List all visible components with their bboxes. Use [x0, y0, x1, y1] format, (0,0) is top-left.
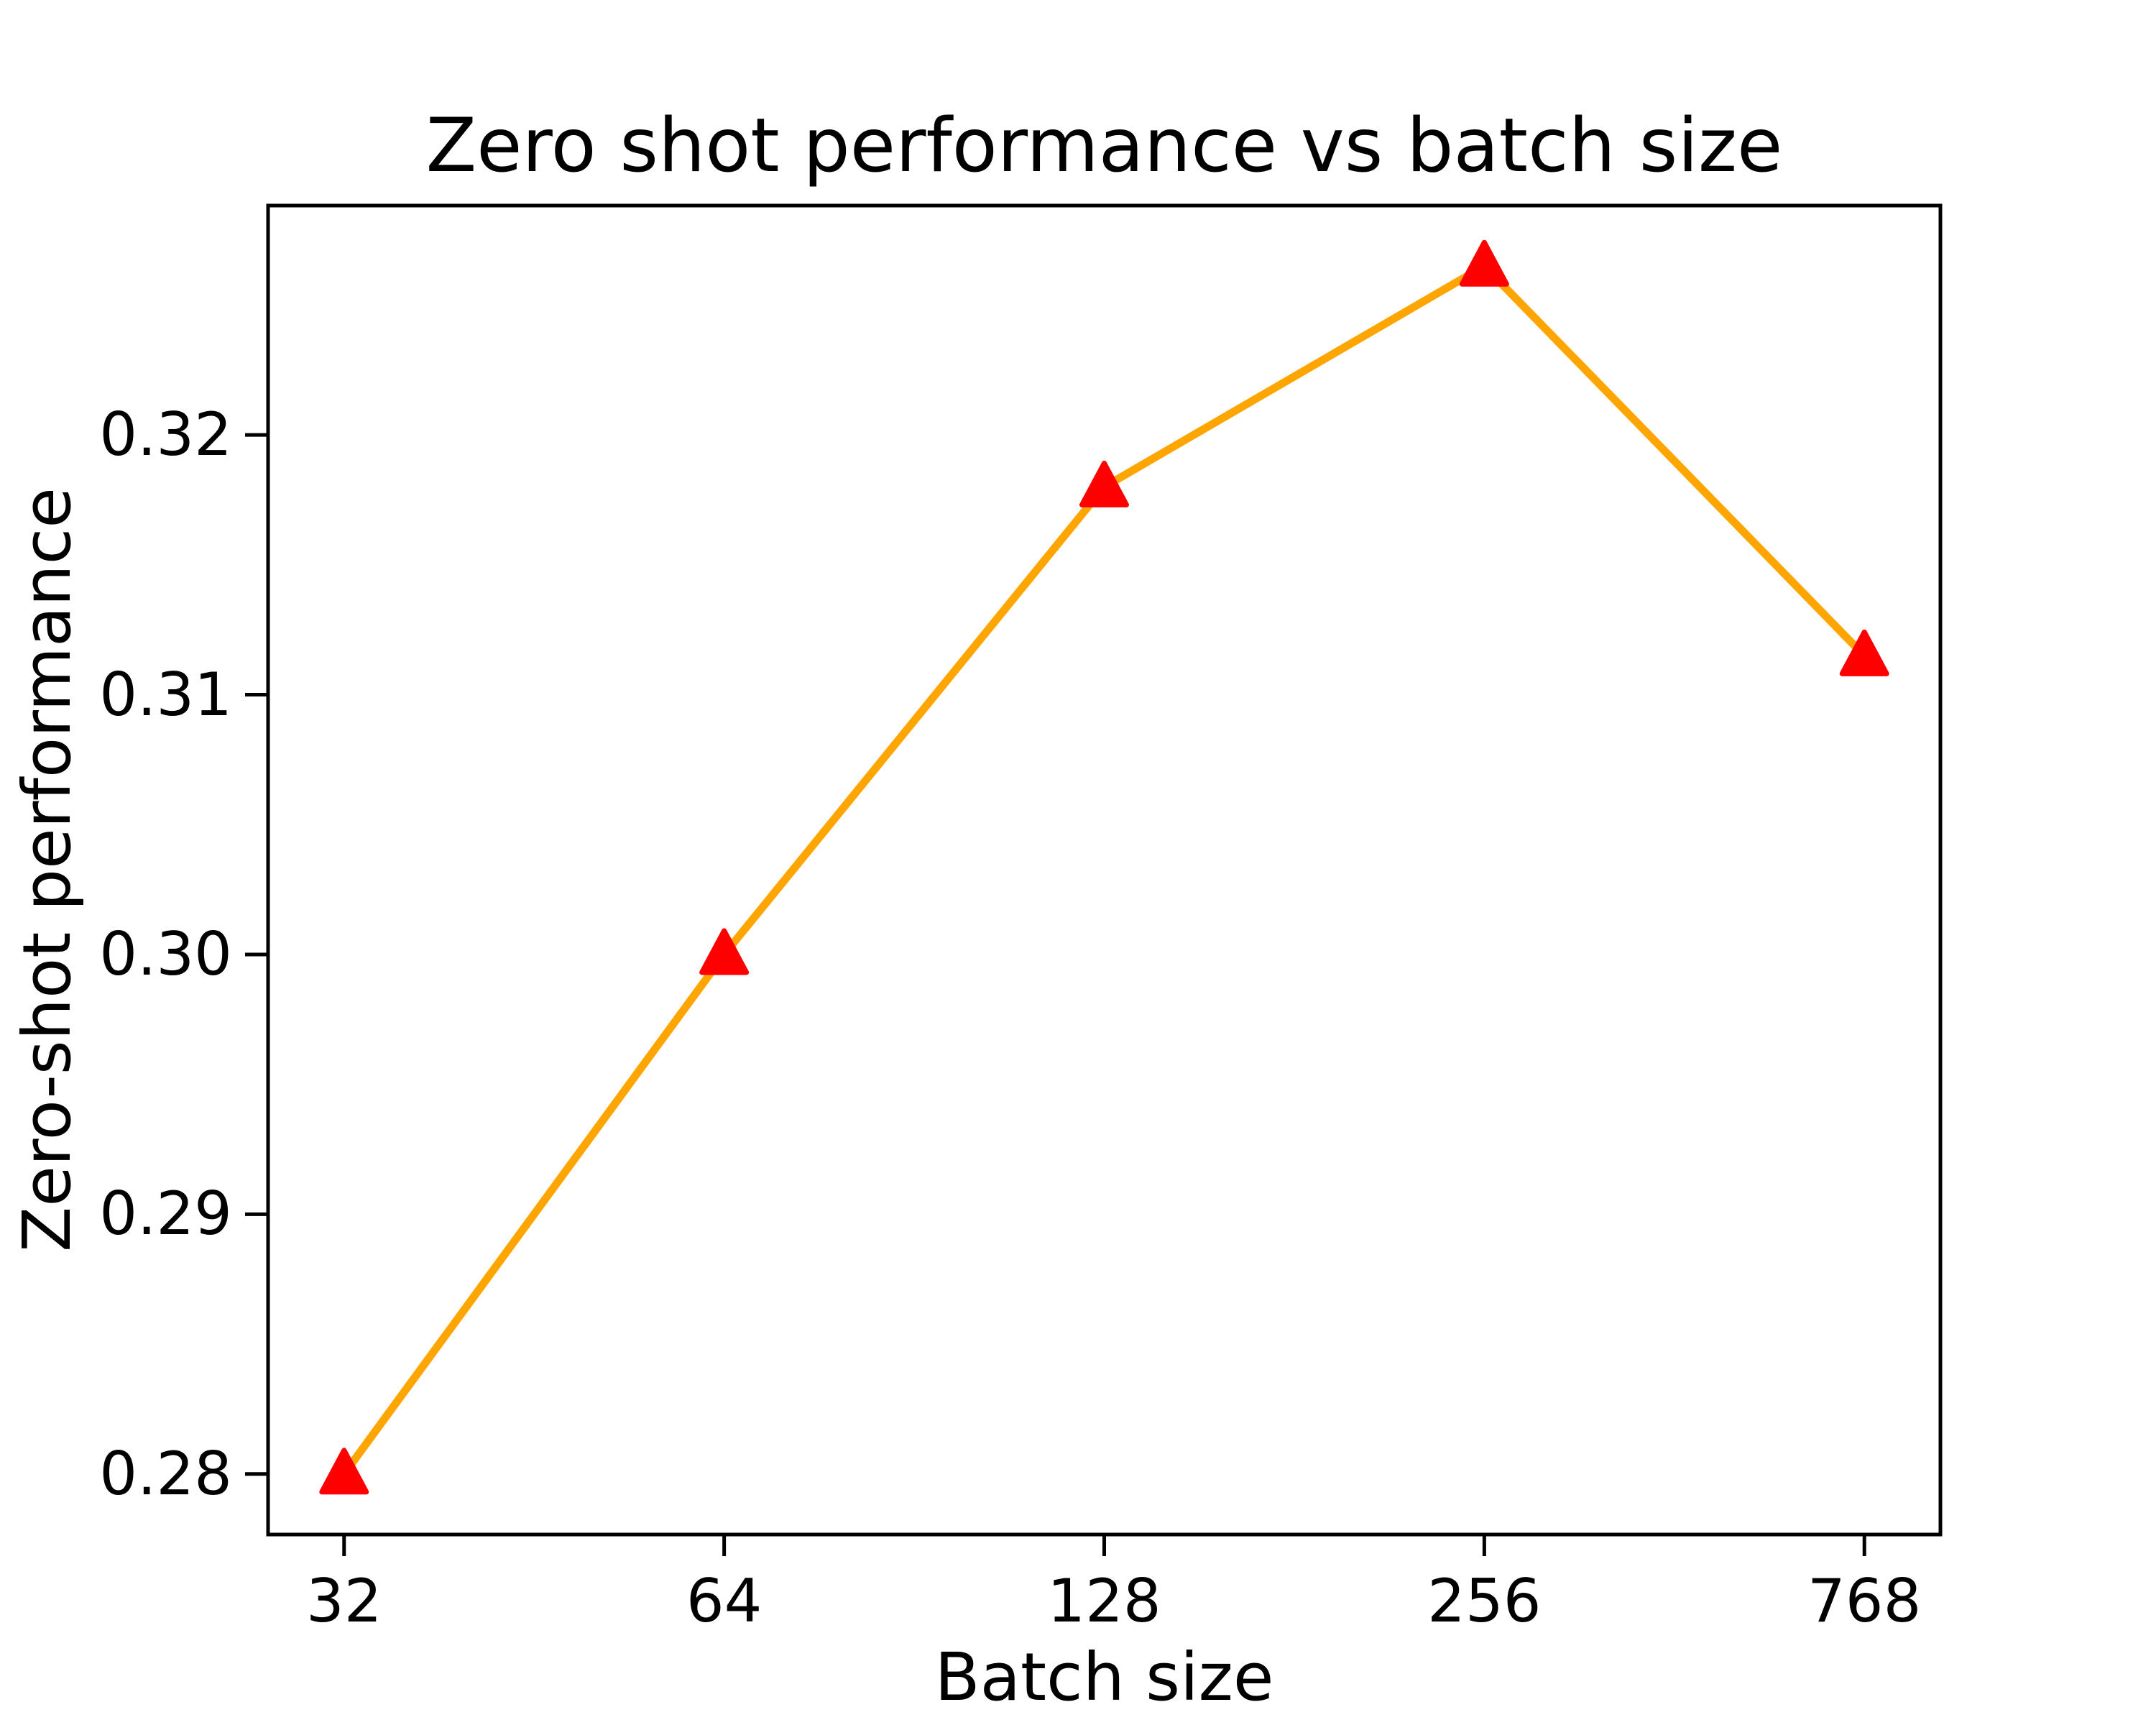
x-axis-label: Batch size: [934, 1639, 1274, 1716]
x-tick-label: 256: [1427, 1566, 1542, 1636]
x-tick-label: 768: [1807, 1566, 1922, 1636]
y-tick-label: 0.29: [99, 1179, 232, 1249]
chart-title: Zero shot performance vs batch size: [425, 103, 1783, 189]
y-tick-label: 0.32: [99, 400, 232, 470]
x-tick-label: 64: [686, 1566, 763, 1636]
x-tick-label: 32: [305, 1566, 382, 1636]
data-point-marker: [699, 928, 750, 975]
y-axis-label: Zero-shot performance: [9, 487, 86, 1252]
plot-border: [266, 203, 1943, 1537]
data-line: [341, 262, 1868, 1477]
data-point-marker: [1459, 239, 1509, 287]
data-point-marker: [1839, 629, 1889, 676]
y-tick-label: 0.30: [99, 919, 232, 989]
x-tick-label: 128: [1047, 1566, 1161, 1636]
y-tick-label: 0.31: [99, 659, 232, 730]
data-point-marker: [319, 1448, 369, 1495]
y-tick-label: 0.28: [99, 1438, 232, 1509]
data-point-marker: [1079, 460, 1129, 507]
